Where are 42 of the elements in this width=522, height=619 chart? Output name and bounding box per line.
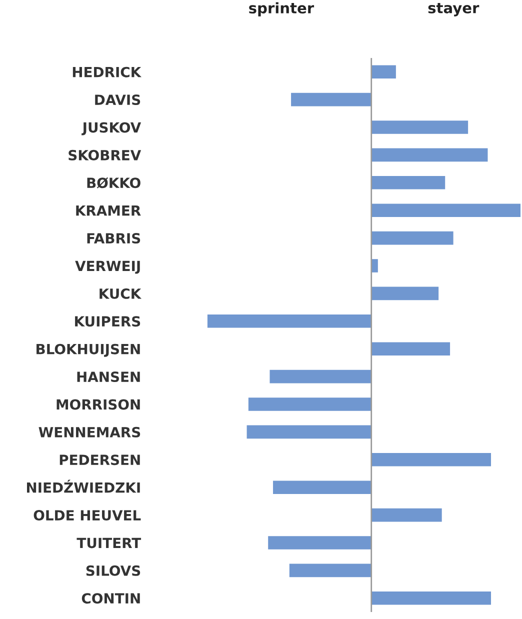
y-tick-label: OLDE HEUVEL	[34, 510, 141, 521]
bar	[371, 231, 454, 245]
bar	[291, 92, 372, 106]
y-tick-label: CONTIN	[82, 593, 140, 604]
y-tick-label: HANSEN	[77, 372, 140, 382]
y-tick-label: SKOBREV	[68, 150, 142, 160]
y-tick-label: BLOKHUIJSEN	[36, 344, 140, 357]
bar	[371, 176, 446, 190]
bar	[371, 148, 488, 162]
bar	[270, 370, 372, 384]
bar	[207, 314, 372, 328]
y-tick-label: HEDRICK	[72, 66, 142, 78]
y-tick-label: WENNEMARS	[38, 426, 140, 438]
text: sprinter	[249, 2, 314, 16]
bar	[371, 120, 468, 134]
bar	[371, 286, 439, 300]
bar	[248, 398, 372, 411]
bar	[268, 536, 372, 550]
bar	[273, 480, 372, 494]
bar	[371, 508, 442, 522]
y-tick-label: FABRIS	[87, 233, 140, 244]
text: stayer	[428, 2, 480, 16]
y-tick-label: NIEDŹWIEDZKI	[27, 480, 140, 493]
y-tick-label: TUITERT	[76, 538, 142, 548]
y-tick-label: KUCK	[100, 288, 142, 299]
y-tick-label: SILOVS	[86, 565, 140, 576]
bar	[371, 259, 378, 272]
y-tick-label: DAVIS	[95, 94, 140, 106]
y-tick-label: VERWEIJ	[75, 260, 140, 274]
y-tick-label: KRAMER	[76, 206, 141, 216]
bar	[371, 342, 450, 356]
bar	[371, 204, 521, 217]
bar	[289, 564, 372, 578]
y-tick-label: KUIPERS	[75, 316, 140, 327]
bar	[371, 592, 492, 605]
y-tick-label: MORRISON	[56, 399, 140, 410]
y-tick-label: PEDERSEN	[60, 454, 140, 466]
bar	[371, 65, 396, 78]
y-tick-label: JUSKOV	[82, 122, 142, 136]
bar	[246, 425, 372, 439]
y-tick-label: BØKKO	[87, 177, 140, 188]
bar	[371, 453, 492, 466]
